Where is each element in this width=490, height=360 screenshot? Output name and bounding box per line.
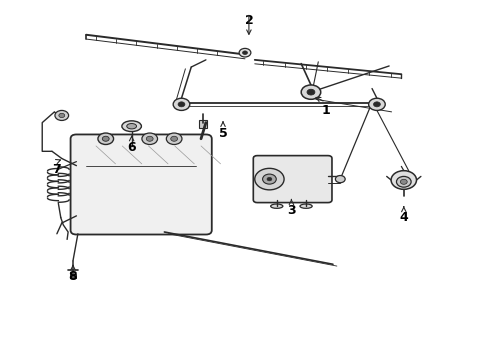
Circle shape: [166, 133, 182, 144]
Circle shape: [171, 136, 177, 141]
Bar: [198, 120, 207, 128]
Circle shape: [391, 171, 416, 189]
Circle shape: [267, 177, 272, 181]
Ellipse shape: [300, 204, 312, 208]
Circle shape: [301, 85, 321, 99]
Circle shape: [239, 48, 251, 57]
Text: 3: 3: [287, 204, 296, 217]
Text: 5: 5: [219, 127, 227, 140]
Circle shape: [98, 133, 114, 144]
Circle shape: [102, 136, 109, 141]
Circle shape: [335, 176, 345, 183]
Circle shape: [373, 102, 380, 107]
Circle shape: [263, 174, 276, 184]
Circle shape: [59, 113, 65, 118]
Ellipse shape: [127, 123, 137, 129]
Circle shape: [173, 98, 190, 111]
Circle shape: [178, 102, 185, 107]
FancyBboxPatch shape: [71, 134, 212, 234]
Text: 6: 6: [127, 141, 136, 154]
Circle shape: [400, 179, 407, 184]
Circle shape: [255, 168, 284, 190]
Circle shape: [368, 98, 385, 111]
Circle shape: [147, 136, 153, 141]
Circle shape: [243, 51, 247, 54]
Text: 1: 1: [321, 104, 330, 117]
Circle shape: [55, 111, 69, 121]
Ellipse shape: [122, 121, 142, 132]
Circle shape: [396, 176, 411, 187]
Circle shape: [307, 89, 315, 95]
Text: 7: 7: [52, 163, 61, 176]
Ellipse shape: [270, 204, 283, 208]
Text: 2: 2: [245, 14, 253, 27]
Bar: [70, 274, 76, 278]
Text: 4: 4: [399, 211, 408, 224]
Circle shape: [142, 133, 158, 144]
Text: 8: 8: [69, 270, 77, 283]
FancyBboxPatch shape: [253, 156, 332, 203]
